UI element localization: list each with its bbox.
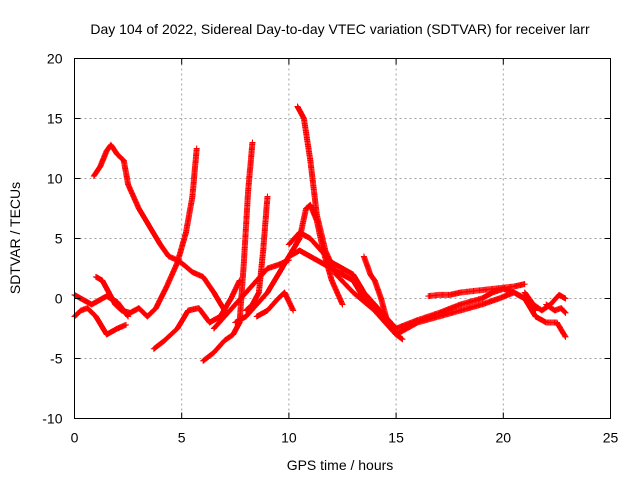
- data-point-marks: [285, 247, 406, 343]
- y-tick-label: -10: [42, 411, 62, 427]
- data-point-marks: [71, 291, 132, 320]
- data-point-marks: [92, 145, 200, 320]
- series-track-6: [200, 139, 256, 364]
- x-tick-label: 5: [178, 430, 186, 446]
- data-point-marks: [360, 253, 400, 332]
- series-track-5: [150, 277, 243, 352]
- data-point-marks: [200, 139, 256, 364]
- y-tick-label: 15: [47, 111, 63, 127]
- data-point-marks: [150, 277, 243, 352]
- series-track-4: [71, 291, 132, 320]
- y-tick-label: -5: [50, 351, 63, 367]
- ticks-layer: 0 5 10 15 20 25 -10 -5 0 5 10 15 20: [42, 51, 618, 446]
- x-tick-label: 20: [496, 430, 512, 446]
- series-track-13: [285, 247, 406, 343]
- data-point-marks: [243, 193, 271, 314]
- y-tick-label: 10: [47, 171, 63, 187]
- x-tick-label: 25: [603, 430, 619, 446]
- y-tick-label: 0: [55, 291, 63, 307]
- y-tick-label: 5: [55, 231, 63, 247]
- series-track-17: [425, 281, 528, 300]
- y-axis-label: SDTVAR / TECUs: [7, 182, 23, 294]
- data-point-marks: [90, 141, 228, 314]
- x-tick-label: 10: [281, 430, 297, 446]
- series-track-2: [92, 145, 200, 320]
- series-track-16: [393, 285, 539, 332]
- x-axis-label: GPS time / hours: [287, 457, 394, 473]
- x-tick-label: 15: [388, 430, 404, 446]
- series-track-19: [543, 301, 569, 316]
- series-track-14: [360, 253, 400, 332]
- data-point-marks: [425, 281, 528, 300]
- series-track-10: [253, 289, 297, 320]
- data-point-marks: [543, 301, 569, 316]
- data-point-marks: [393, 285, 539, 332]
- chart-title: Day 104 of 2022, Sidereal Day-to-day VTE…: [90, 21, 590, 37]
- series-track-8: [243, 193, 271, 314]
- data-point-marks: [253, 289, 297, 320]
- series-track-1: [90, 141, 228, 314]
- marks-layer: [71, 103, 569, 364]
- x-tick-label: 0: [71, 430, 79, 446]
- y-tick-label: 20: [47, 51, 63, 67]
